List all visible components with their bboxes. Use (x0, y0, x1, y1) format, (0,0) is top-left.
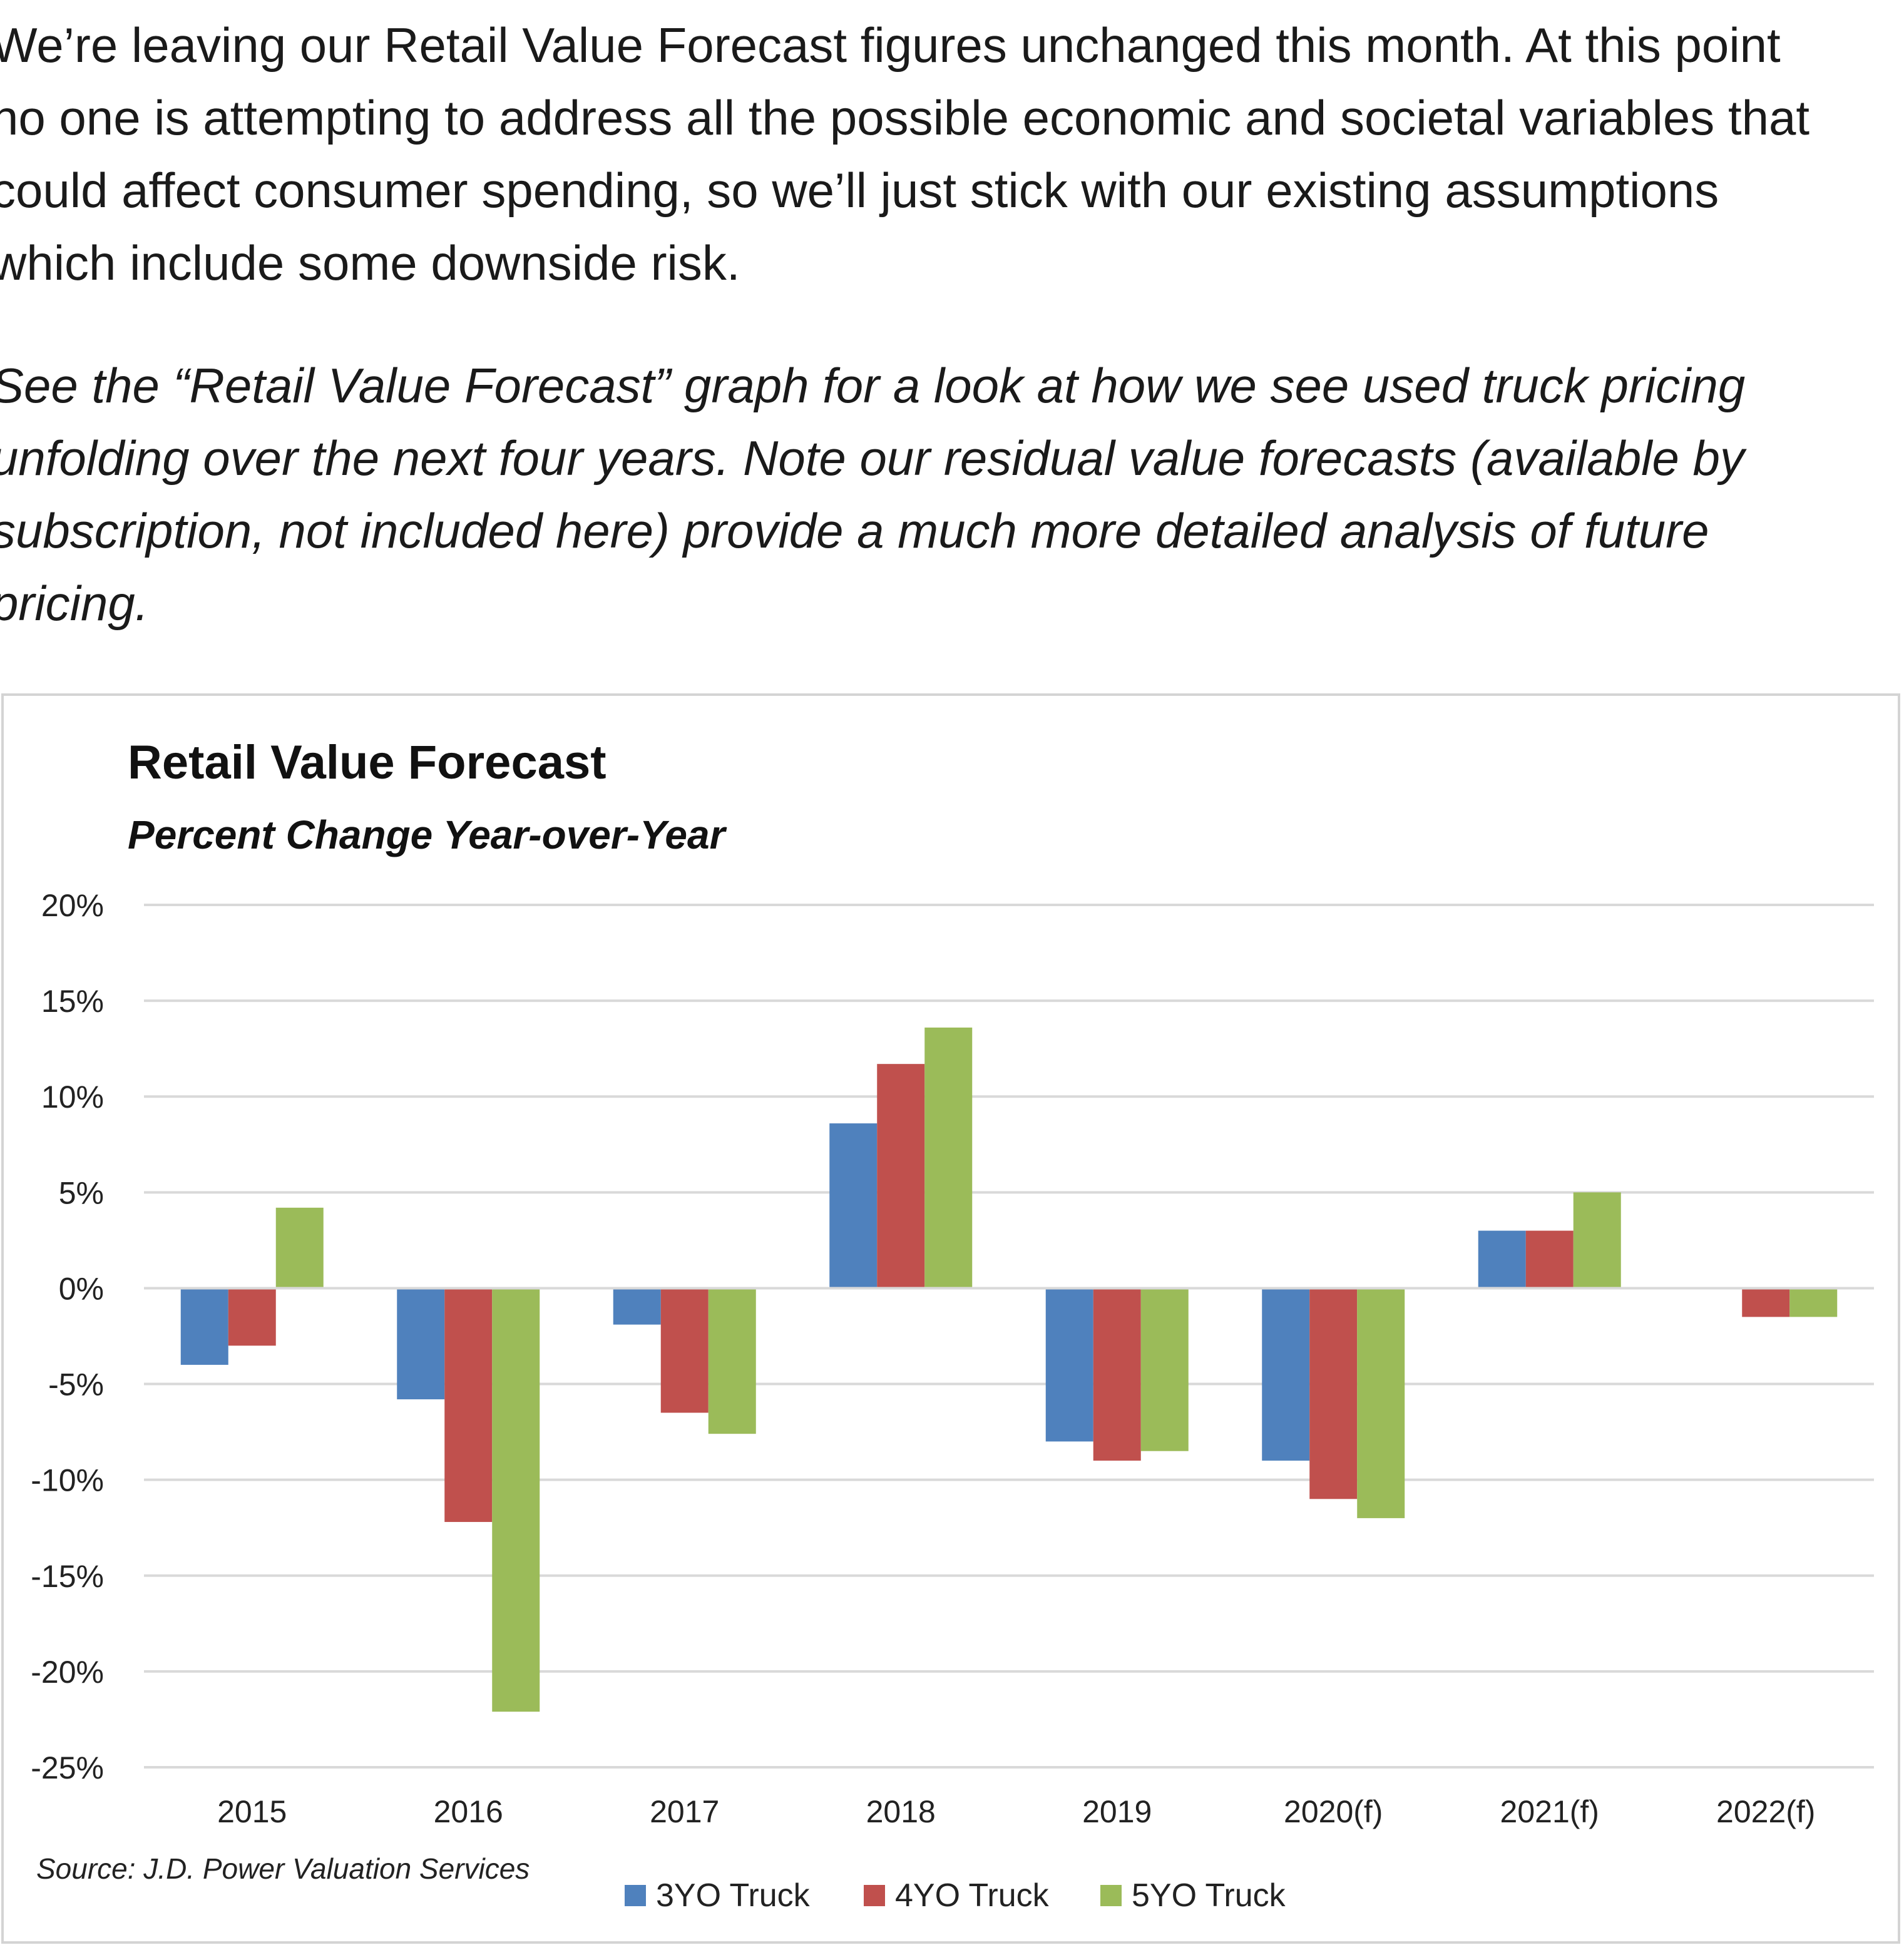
legend-label: 4YO Truck (895, 1877, 1050, 1914)
y-tick-label: -5% (48, 1367, 104, 1402)
bars (180, 1027, 1838, 1712)
y-tick-label: 10% (41, 1080, 104, 1115)
legend-swatch (1100, 1885, 1122, 1906)
y-tick-label: -20% (31, 1655, 104, 1690)
paragraph-line: no one is attempting to address all the … (0, 90, 1810, 145)
bar-3yo-truck-2015 (180, 1288, 228, 1365)
bar-5yo-truck-2017 (708, 1288, 756, 1434)
paragraph-see-graph: See the “Retail Value Forecast” graph fo… (0, 349, 1904, 640)
x-tick-label: 2019 (1082, 1794, 1152, 1829)
bar-3yo-truck-2018 (829, 1123, 878, 1289)
y-tick-label: 5% (59, 1175, 104, 1210)
bar-4yo-truck-2015 (228, 1288, 276, 1346)
x-tick-label: 2020(f) (1284, 1794, 1383, 1829)
legend-swatch (864, 1885, 885, 1906)
paragraph-line: pricing. (0, 576, 149, 631)
x-axis-labels: 2015 2016 2017 2018 2019 2020(f) 2021(f) 2022(f… (217, 1794, 1815, 1829)
bar-4yo-truck-2019 (1093, 1288, 1141, 1461)
chart-panel: Retail Value Forecast Percent Change Yea… (1, 693, 1900, 1944)
bar-4yo-truck-2016 (444, 1288, 493, 1523)
bar-5yo-truck-2018 (924, 1027, 973, 1289)
bar-4yo-truck-2021f (1525, 1230, 1574, 1289)
paragraph-line: We’re leaving our Retail Value Forecast … (0, 18, 1781, 73)
bar-5yo-truck-2022f (1789, 1288, 1838, 1317)
x-tick-label: 2015 (217, 1794, 287, 1829)
bar-5yo-truck-2016 (492, 1288, 540, 1712)
y-tick-label: -10% (31, 1463, 104, 1498)
paragraph-line: subscription, not included here) provide… (0, 503, 1709, 558)
x-tick-label: 2018 (866, 1794, 936, 1829)
bar-4yo-truck-2018 (877, 1064, 925, 1289)
x-tick-label: 2016 (434, 1794, 503, 1829)
bar-5yo-truck-2015 (275, 1207, 324, 1289)
y-tick-label: -15% (31, 1559, 104, 1594)
y-tick-label: 0% (59, 1271, 104, 1306)
paragraph-line: could affect consumer spending, so we’ll… (0, 163, 1719, 218)
legend-label: 5YO Truck (1132, 1877, 1286, 1914)
y-tick-label: 15% (41, 984, 104, 1019)
source-note: Source: J.D. Power Valuation Services (36, 1852, 530, 1885)
legend-label: 3YO Truck (656, 1877, 811, 1914)
retail-value-chart: Retail Value Forecast Percent Change Yea… (31, 736, 1874, 1914)
paragraph-line: which include some downside risk. (0, 235, 740, 290)
y-axis-labels: 20% 15% 10% 5% 0% -5% -10% -15% -20% -25% (31, 888, 104, 1785)
bar-4yo-truck-2017 (660, 1288, 709, 1413)
paragraph-line: See the “Retail Value Forecast” graph fo… (0, 358, 1746, 413)
bar-3yo-truck-2020f (1262, 1288, 1310, 1461)
bar-5yo-truck-2021f (1573, 1192, 1621, 1289)
x-tick-label: 2017 (650, 1794, 719, 1829)
bar-3yo-truck-2021f (1478, 1230, 1526, 1289)
bar-3yo-truck-2016 (397, 1288, 445, 1400)
legend: 3YO Truck 4YO Truck 5YO Truck (625, 1877, 1286, 1914)
paragraph-forecast-unchanged: We’re leaving our Retail Value Forecast … (0, 9, 1904, 299)
bar-3yo-truck-2019 (1045, 1288, 1093, 1442)
bar-3yo-truck-2017 (613, 1288, 661, 1325)
paragraph-line: unfolding over the next four years. Note… (0, 431, 1744, 486)
bar-4yo-truck-2022f (1742, 1288, 1790, 1317)
chart-subtitle: Percent Change Year-over-Year (128, 812, 727, 857)
y-tick-label: -25% (31, 1750, 104, 1785)
x-tick-label: 2022(f) (1716, 1794, 1815, 1829)
chart-title: Retail Value Forecast (128, 736, 607, 789)
x-tick-label: 2021(f) (1500, 1794, 1599, 1829)
bar-5yo-truck-2019 (1140, 1288, 1189, 1451)
bar-4yo-truck-2020f (1309, 1288, 1358, 1499)
y-tick-label: 20% (41, 888, 104, 923)
legend-swatch (625, 1885, 646, 1906)
bar-5yo-truck-2020f (1357, 1288, 1405, 1518)
